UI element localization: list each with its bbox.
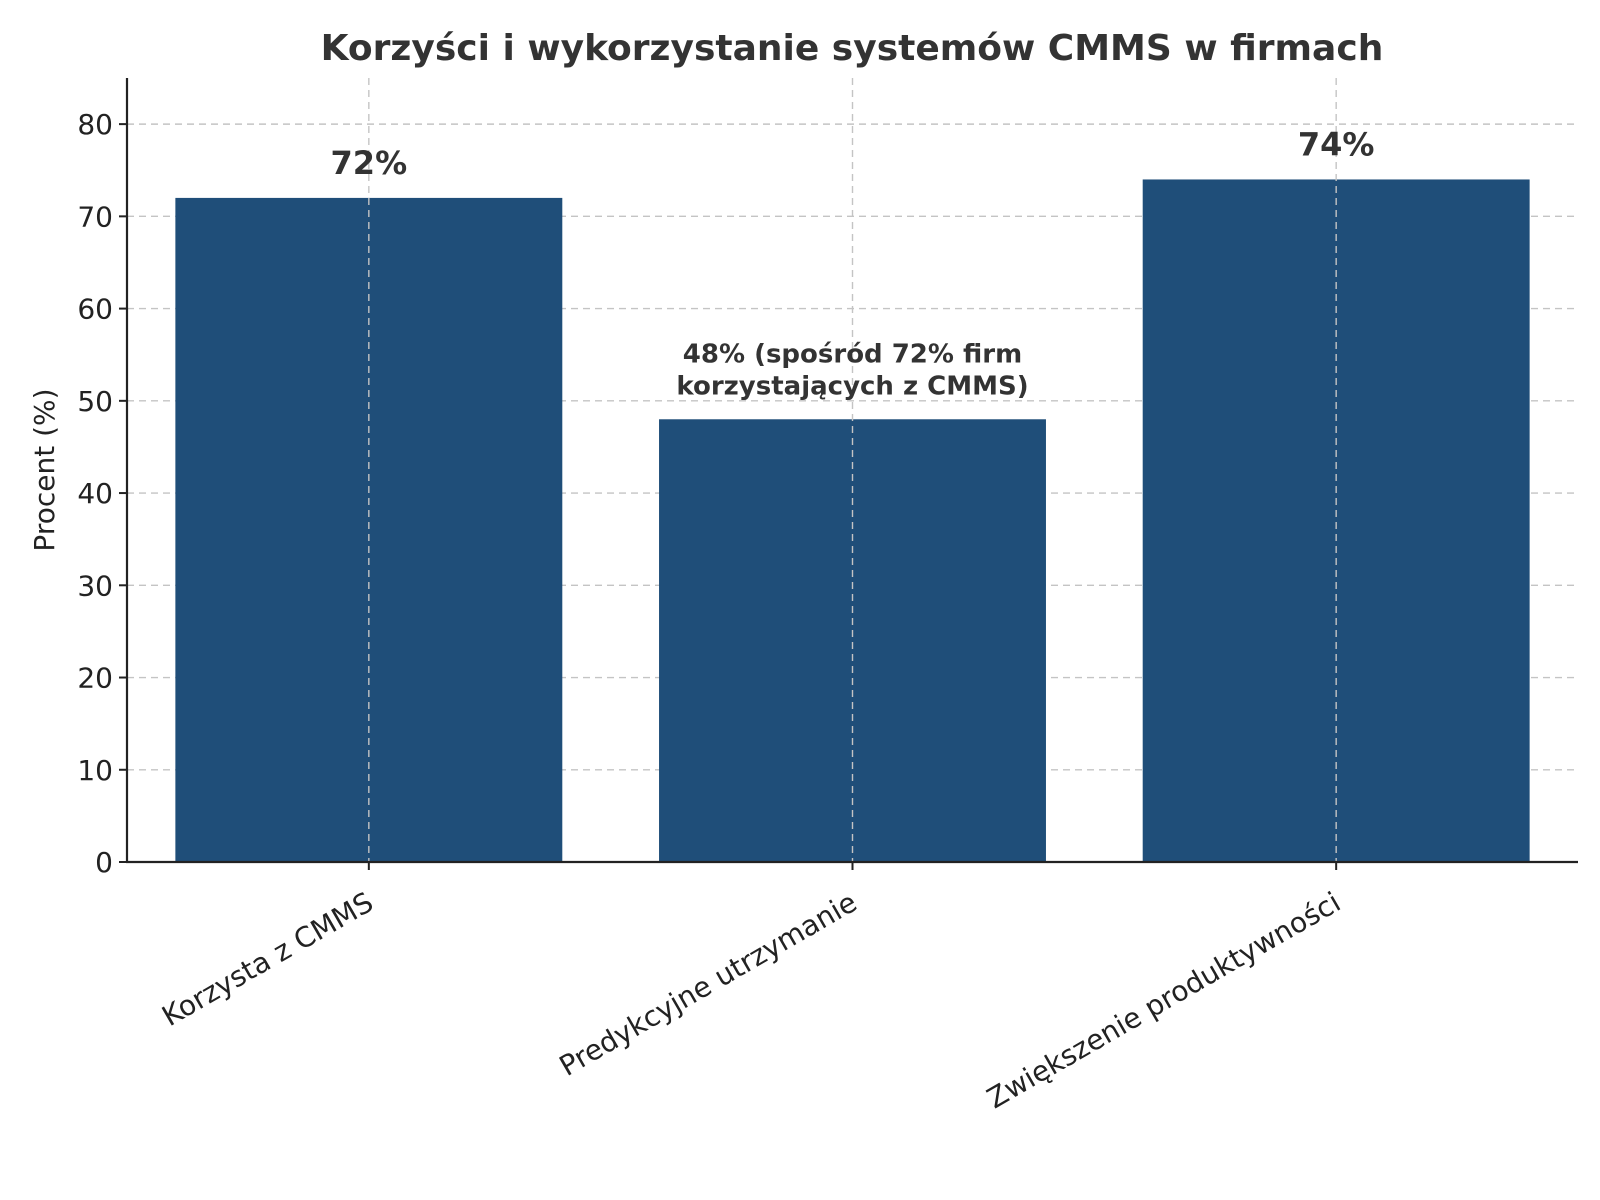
y-ticks: 0 10 20 30 40 50 60 70 80: [77, 108, 1338, 879]
y-tick-label: 30: [77, 569, 113, 602]
chart-title: Korzyści i wykorzystanie systemów CMMS w…: [321, 28, 1384, 69]
data-label-line: 72%: [331, 144, 408, 182]
x-tick-label: Korzysta z CMMS: [156, 885, 378, 1032]
y-tick-label: 50: [77, 385, 113, 418]
bar-3: [1142, 179, 1530, 863]
y-tick-label: 80: [77, 108, 113, 141]
data-label-line: 74%: [1298, 125, 1375, 163]
y-tick-label: 40: [77, 477, 113, 510]
x-tick-labels: Korzysta z CMMS Predykcyjne utrzymanie Zwi…: [156, 885, 1346, 1115]
x-tick-label: Zwiększenie produktywności: [981, 885, 1346, 1115]
y-tick-label: 70: [77, 200, 113, 233]
x-tick-label: Predykcyjne utrzymanie: [554, 885, 863, 1082]
data-labels: 72% 48% (spośród 72% firm korzystających z…: [331, 125, 1375, 401]
data-label-line: korzystających z CMMS): [676, 371, 1028, 401]
y-tick-label: 60: [77, 293, 113, 326]
bar-2: [659, 419, 1046, 862]
data-label-2: 48% (spośród 72% firm korzystających z CM…: [676, 339, 1028, 401]
y-tick-label: 0: [95, 846, 113, 879]
data-label-3: 74%: [1298, 125, 1375, 163]
bars: [175, 179, 1530, 863]
data-label-1: 72%: [331, 144, 408, 182]
y-axis-label: Procent (%): [28, 388, 61, 551]
y-tick-label: 10: [77, 754, 113, 787]
y-tick-label: 20: [77, 662, 113, 695]
data-label-line: 48% (spośród 72% firm: [683, 339, 1022, 369]
